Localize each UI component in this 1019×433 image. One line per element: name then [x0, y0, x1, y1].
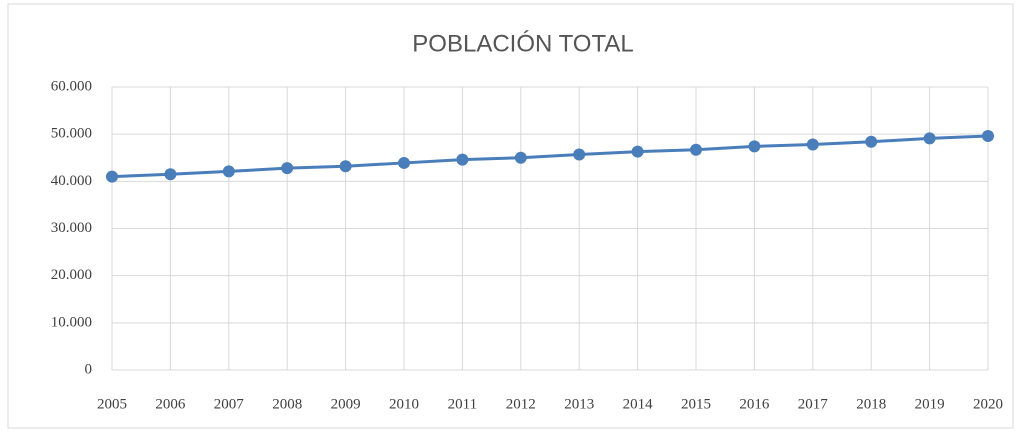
x-tick-label: 2015 [681, 396, 711, 412]
data-point [281, 162, 294, 175]
data-point [573, 148, 586, 161]
data-point [514, 151, 527, 164]
data-point [690, 143, 702, 156]
x-tick-label: 2012 [506, 396, 536, 412]
data-point [222, 165, 235, 178]
x-tick-label: 2011 [448, 396, 477, 412]
chart-title: POBLACIÓN TOTAL [412, 30, 633, 57]
chart-frame [7, 3, 1014, 429]
x-tick-label: 2020 [973, 396, 1003, 412]
x-tick-label: 2018 [856, 396, 886, 412]
y-tick-label: 20.000 [51, 267, 92, 283]
y-tick-label: 10.000 [51, 314, 92, 330]
data-point [865, 135, 878, 148]
x-tick-label: 2017 [798, 396, 829, 412]
data-point [164, 168, 177, 181]
x-tick-label: 2014 [623, 396, 654, 412]
x-tick-label: 2006 [155, 396, 186, 412]
y-tick-label: 60.000 [51, 78, 92, 94]
data-line [111, 134, 989, 179]
x-tick-label: 2010 [389, 396, 419, 412]
data-point [631, 145, 644, 158]
data-point [982, 130, 994, 143]
x-tick-label: 2007 [214, 396, 245, 412]
data-point [456, 153, 469, 166]
data-point [923, 132, 936, 145]
y-tick-label: 50.000 [51, 126, 92, 142]
x-tick-label: 2013 [564, 396, 594, 412]
x-tick-label: 2016 [739, 396, 770, 412]
x-tick-label: 2019 [915, 396, 945, 412]
y-tick-label: 40.000 [51, 173, 92, 189]
data-point [398, 156, 410, 169]
y-tick-label: 0 [85, 361, 93, 377]
data-point [106, 170, 118, 183]
data-point [339, 160, 352, 173]
data-point [748, 140, 761, 153]
y-tick-label: 30.000 [51, 220, 92, 236]
x-tick-label: 2008 [272, 396, 302, 412]
data-point [806, 138, 819, 151]
x-tick-label: 2005 [97, 396, 127, 412]
x-tick-label: 2009 [331, 396, 361, 412]
